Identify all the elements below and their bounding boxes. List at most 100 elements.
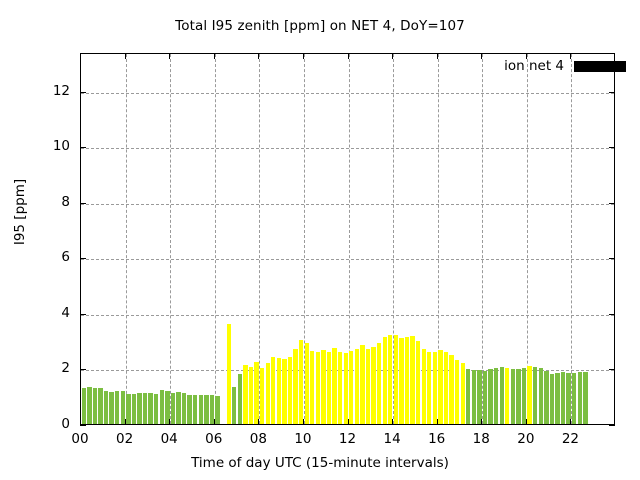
bar xyxy=(471,369,477,424)
bar xyxy=(477,370,482,424)
y-tick-mark-right xyxy=(609,425,615,426)
bar xyxy=(209,395,215,424)
y-tick-label: 12 xyxy=(52,82,70,99)
bar xyxy=(533,367,538,424)
y-tick-mark xyxy=(80,425,86,426)
x-tick-label: 10 xyxy=(294,431,312,447)
bar xyxy=(131,394,137,424)
bar xyxy=(544,370,549,424)
gridline-vertical xyxy=(348,54,350,424)
bar xyxy=(527,365,532,424)
x-tick-label: 02 xyxy=(115,431,134,447)
bar xyxy=(271,357,276,424)
bar xyxy=(115,390,120,424)
gridline-vertical xyxy=(170,54,172,424)
bar xyxy=(321,349,326,424)
gridline-vertical xyxy=(259,54,261,424)
bar xyxy=(298,340,304,424)
gridline-vertical xyxy=(125,54,127,424)
plot-area xyxy=(80,53,615,425)
x-tick-mark-top xyxy=(302,53,304,59)
bar xyxy=(92,388,98,424)
y-tick-mark xyxy=(80,202,86,204)
bar xyxy=(254,362,259,424)
bar-series xyxy=(81,54,614,424)
bar xyxy=(388,335,393,424)
bar xyxy=(427,352,432,424)
y-axis-label: I95 [ppm] xyxy=(12,178,28,246)
bar xyxy=(376,342,382,424)
legend-swatch-icon xyxy=(574,60,626,72)
x-tick-label: 22 xyxy=(561,431,579,447)
gridline-vertical xyxy=(437,54,439,424)
y-tick-mark-right xyxy=(609,147,615,149)
bar xyxy=(282,358,287,424)
bar xyxy=(248,366,254,424)
bar xyxy=(226,323,231,424)
bar xyxy=(382,336,387,424)
x-tick-mark xyxy=(258,419,260,425)
y-tick-mark-right xyxy=(609,313,615,315)
x-tick-mark-top xyxy=(80,53,81,59)
bar xyxy=(404,336,410,424)
bar xyxy=(555,373,560,424)
bar xyxy=(421,348,426,424)
x-tick-mark xyxy=(392,419,394,425)
bar xyxy=(243,365,248,424)
bar xyxy=(577,371,582,424)
gridlines xyxy=(81,54,614,424)
bar xyxy=(371,346,376,424)
bar xyxy=(315,351,321,424)
bar xyxy=(293,348,298,424)
y-tick-mark-right xyxy=(609,91,615,93)
bar xyxy=(215,396,220,424)
y-tick-label: 0 xyxy=(61,416,70,432)
gridline-vertical xyxy=(303,54,305,424)
bar xyxy=(259,368,265,424)
bar xyxy=(326,352,332,424)
bar xyxy=(415,341,421,424)
x-tick-label: 04 xyxy=(160,431,178,447)
x-tick-label: 18 xyxy=(472,431,490,447)
bar xyxy=(494,367,499,424)
bar xyxy=(120,391,125,424)
y-tick-label: 10 xyxy=(52,138,70,155)
bar xyxy=(499,367,504,424)
x-tick-mark xyxy=(436,419,438,425)
bar xyxy=(583,371,588,424)
bar xyxy=(488,369,493,424)
bar xyxy=(137,393,142,424)
bar xyxy=(460,363,465,424)
x-tick-mark xyxy=(169,419,171,425)
bar xyxy=(343,353,348,424)
gridline-vertical xyxy=(393,54,395,424)
x-tick-mark-top xyxy=(169,53,171,59)
x-axis-label: Time of day UTC (15-minute intervals) xyxy=(191,455,449,471)
x-tick-mark-top xyxy=(392,53,394,59)
gridline-vertical xyxy=(482,54,484,424)
bar xyxy=(572,373,577,424)
y-tick-mark xyxy=(80,258,86,260)
x-tick-mark xyxy=(347,419,349,425)
bar xyxy=(204,395,209,424)
bar xyxy=(310,351,315,424)
x-tick-mark xyxy=(213,419,215,425)
x-tick-label: 20 xyxy=(517,431,535,447)
y-tick-mark-right xyxy=(609,369,615,371)
bar xyxy=(332,347,337,424)
x-tick-label: 12 xyxy=(338,431,357,447)
bar xyxy=(505,368,510,424)
x-tick-mark-top xyxy=(347,53,349,59)
bar xyxy=(176,392,181,424)
bar xyxy=(354,348,360,424)
x-tick-mark xyxy=(302,419,304,425)
x-tick-label: 06 xyxy=(205,431,223,447)
gridline-horizontal xyxy=(81,259,614,261)
bar xyxy=(81,387,86,424)
bar xyxy=(466,369,471,424)
x-tick-mark-top xyxy=(124,53,126,59)
bar xyxy=(154,394,159,424)
x-tick-mark xyxy=(481,419,483,425)
bar xyxy=(148,393,153,424)
